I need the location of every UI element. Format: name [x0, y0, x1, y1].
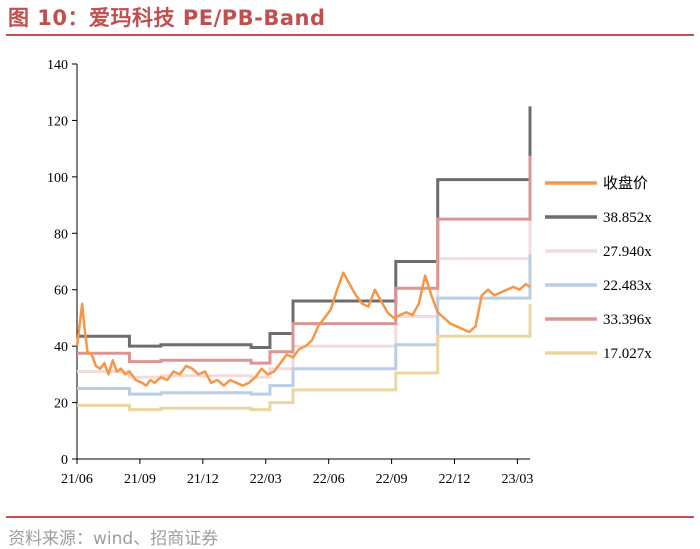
y-tick-label: 80	[54, 227, 68, 242]
legend-label: 17.027x	[603, 346, 652, 362]
y-tick-label: 60	[54, 284, 68, 299]
y-tick-label: 40	[54, 340, 68, 355]
band-line-1	[77, 106, 532, 350]
y-tick-label: 20	[54, 397, 68, 412]
y-tick-label: 120	[47, 114, 68, 129]
x-tick-label: 22/06	[313, 472, 345, 487]
legend-label: 27.940x	[603, 244, 652, 260]
x-tick-label: 22/03	[250, 472, 282, 487]
figure-title: 图 10：爱玛科技 PE/PB-Band	[8, 6, 326, 30]
y-tick-label: 140	[47, 58, 68, 73]
y-tick-label: 0	[61, 453, 68, 468]
x-tick-label: 22/12	[439, 472, 471, 487]
band-line-2	[77, 205, 532, 379]
x-tick-label: 23/03	[501, 472, 533, 487]
chart-axes: 0 20 40 60 80 100 120 140 21/06 21/09 21/12 22/03 22…	[47, 58, 533, 487]
y-tick-label: 100	[47, 171, 68, 186]
band-line-5	[77, 303, 532, 412]
legend-label: 33.396x	[603, 312, 652, 328]
x-tick-label: 21/06	[61, 472, 93, 487]
source-note: 资料来源：wind、招商证券	[8, 529, 219, 549]
x-tick-label: 21/09	[124, 472, 156, 487]
price-line-group	[75, 271, 531, 387]
x-tick-label: 22/09	[376, 472, 408, 487]
source-divider	[6, 516, 694, 518]
band-lines	[77, 106, 532, 412]
title-divider	[6, 34, 694, 36]
chart-legend: 收盘价 38.852x 27.940x 22.483x 33.396x 17.027x	[545, 174, 652, 362]
legend-label: 收盘价	[603, 174, 648, 192]
price-line	[75, 271, 531, 387]
band-line-3	[77, 254, 532, 396]
legend-label: 38.852x	[603, 210, 652, 226]
x-tick-label: 21/12	[187, 472, 219, 487]
legend-label: 22.483x	[603, 278, 652, 294]
band-line-4	[77, 155, 532, 365]
